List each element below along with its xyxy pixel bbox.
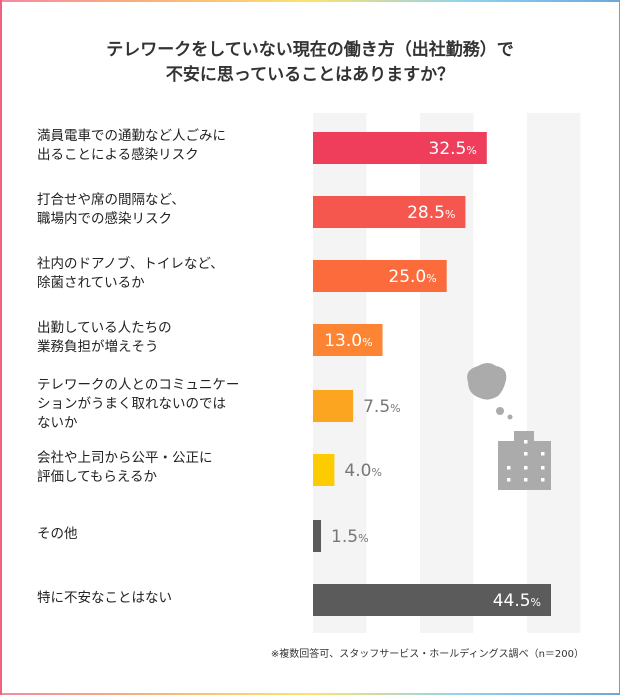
bar — [313, 454, 335, 486]
grid-band — [313, 113, 367, 633]
category-label: 特に不安なことはない — [37, 589, 172, 606]
data-label: 32.5% — [429, 139, 477, 159]
footnote: ※複数回答可、スタッフサービス・ホールディングス調べ（n＝200） — [270, 649, 584, 660]
data-label: 25.0% — [388, 267, 436, 287]
building-window — [524, 478, 528, 482]
bar — [313, 260, 447, 292]
building-window — [541, 478, 545, 482]
category-label: 出勤している人たちの 業務負担が増えそう — [37, 320, 172, 355]
bar — [313, 132, 487, 164]
building-window — [507, 466, 511, 470]
category-label: 社内のドアノブ、トイレなど、 除菌されているか — [37, 256, 224, 291]
building-window — [524, 440, 528, 444]
building-window — [507, 478, 511, 482]
thought-dot-icon — [496, 407, 504, 415]
grid-band — [419, 113, 474, 633]
grid-band — [526, 113, 581, 633]
data-label: 4.0% — [344, 461, 382, 481]
building-window — [541, 466, 545, 470]
data-label: 13.0% — [324, 331, 372, 351]
building-window — [524, 466, 528, 470]
category-label: 打合せや席の間隔など、 職場内での感染リスク — [37, 192, 185, 227]
chart-title: テレワークをしていない現在の働き方（出社勤務）で 不安に思っていることはあります… — [106, 40, 514, 85]
bar — [313, 390, 354, 422]
data-label: 1.5% — [331, 527, 369, 547]
category-label: 満員電車での通勤など人ごみに 出ることによる感染リスク — [37, 128, 226, 163]
bar — [313, 584, 551, 616]
data-label: 7.5% — [363, 397, 401, 417]
bar — [313, 324, 383, 356]
thought-bubble-icon — [467, 363, 507, 400]
data-label: 28.5% — [407, 203, 455, 223]
category-label: 会社や上司から公平・公正に 評価してもらえるか — [37, 450, 213, 485]
category-label: テレワークの人とのコミュニケー ションがうまく取れないのでは ないか — [37, 376, 240, 431]
building-icon — [498, 431, 551, 490]
bar — [313, 196, 466, 228]
building-window — [541, 452, 545, 456]
building-window — [524, 452, 528, 456]
data-label: 44.5% — [493, 591, 541, 611]
bar — [313, 520, 322, 552]
category-label: その他 — [37, 525, 78, 542]
thought-dot-icon — [507, 414, 513, 420]
